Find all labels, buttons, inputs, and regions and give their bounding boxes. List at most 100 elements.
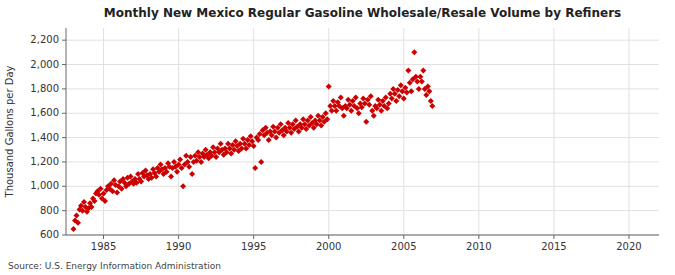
x-grid-line xyxy=(553,28,554,235)
point xyxy=(315,113,321,119)
point xyxy=(420,68,426,74)
y-axis-label: Thousand Gallons per Day xyxy=(4,65,15,198)
point xyxy=(210,144,216,150)
point xyxy=(251,143,257,149)
point xyxy=(198,159,204,165)
point xyxy=(240,136,246,142)
point xyxy=(404,90,410,96)
y-grid-line xyxy=(66,40,659,41)
y-grid-line xyxy=(66,186,659,187)
point xyxy=(425,83,431,89)
point xyxy=(417,74,423,80)
point xyxy=(81,199,87,205)
point xyxy=(273,135,279,141)
point xyxy=(390,86,396,92)
point xyxy=(249,138,255,144)
point xyxy=(213,154,219,160)
point xyxy=(188,154,194,160)
y-tick xyxy=(62,64,66,65)
point xyxy=(98,186,104,192)
point xyxy=(74,213,80,219)
x-tick xyxy=(103,235,104,239)
y-tick xyxy=(62,113,66,114)
point xyxy=(102,198,108,204)
point xyxy=(174,169,180,175)
point xyxy=(402,85,408,91)
point xyxy=(180,183,186,189)
y-tick xyxy=(62,186,66,187)
point xyxy=(168,174,174,180)
x-tick xyxy=(253,235,254,239)
point xyxy=(218,141,224,147)
y-tick xyxy=(62,210,66,211)
point xyxy=(255,137,261,143)
point xyxy=(401,96,407,102)
y-tick-label: 1,800 xyxy=(30,83,59,94)
point xyxy=(324,116,330,122)
point xyxy=(323,110,329,116)
x-tick xyxy=(628,235,629,239)
y-axis-line xyxy=(66,28,67,235)
point xyxy=(384,105,390,111)
point xyxy=(195,149,201,155)
point xyxy=(278,121,284,127)
x-tick-label: 2005 xyxy=(391,241,416,252)
point xyxy=(345,97,351,103)
point xyxy=(75,220,81,226)
point xyxy=(366,102,372,108)
x-tick-label: 2015 xyxy=(541,241,566,252)
x-tick xyxy=(553,235,554,239)
y-tick xyxy=(62,137,66,138)
y-tick-label: 800 xyxy=(40,205,59,216)
y-tick-label: 1,200 xyxy=(30,156,59,167)
point xyxy=(138,178,144,184)
point xyxy=(368,93,374,99)
x-grid-line xyxy=(403,28,404,235)
point xyxy=(149,175,155,181)
point xyxy=(429,103,435,109)
x-tick xyxy=(403,235,404,239)
y-grid-line xyxy=(66,88,659,89)
point xyxy=(375,97,381,103)
x-tick-label: 1995 xyxy=(241,241,266,252)
y-grid-line xyxy=(66,137,659,138)
point xyxy=(393,98,399,104)
x-grid-line xyxy=(328,28,329,235)
point xyxy=(348,108,354,114)
point xyxy=(383,94,389,100)
y-tick-label: 1,600 xyxy=(30,107,59,118)
point xyxy=(135,171,141,177)
point xyxy=(183,153,189,159)
source-note: Source: U.S. Energy Information Administ… xyxy=(8,261,221,271)
point xyxy=(189,171,195,177)
y-grid-line xyxy=(66,210,659,211)
point xyxy=(416,86,422,92)
x-tick xyxy=(328,235,329,239)
point xyxy=(395,87,401,93)
point xyxy=(114,189,120,195)
point xyxy=(270,124,276,130)
point xyxy=(158,161,164,167)
x-tick xyxy=(178,235,179,239)
point xyxy=(248,133,254,139)
point xyxy=(386,100,392,106)
x-grid-line xyxy=(178,28,179,235)
x-grid-line xyxy=(103,28,104,235)
y-grid-line xyxy=(66,235,659,236)
point xyxy=(363,119,369,125)
point xyxy=(341,113,347,119)
point xyxy=(92,198,98,204)
point xyxy=(333,108,339,114)
y-tick xyxy=(62,235,66,236)
x-grid-line xyxy=(628,28,629,235)
x-tick-label: 2000 xyxy=(316,241,341,252)
y-tick-label: 2,200 xyxy=(30,34,59,45)
point xyxy=(110,188,116,194)
point xyxy=(185,159,191,165)
point xyxy=(405,68,411,74)
point xyxy=(308,114,314,120)
x-grid-line xyxy=(253,28,254,235)
point xyxy=(356,110,362,116)
y-grid-line xyxy=(66,64,659,65)
y-tick xyxy=(62,161,66,162)
